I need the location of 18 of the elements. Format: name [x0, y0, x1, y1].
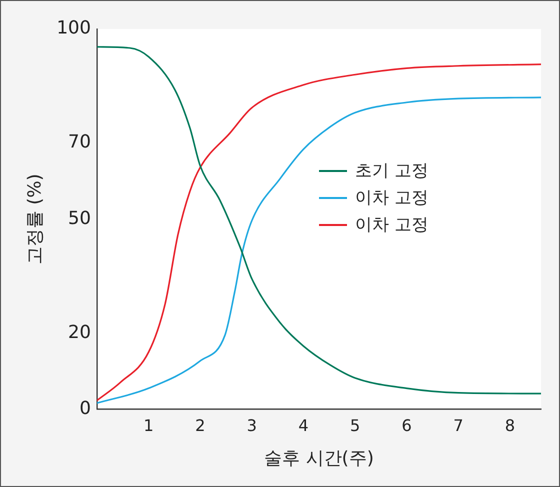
x-tick-label: 2: [195, 416, 206, 435]
y-tick-label: 100: [56, 18, 91, 39]
x-tick-label: 8: [504, 416, 516, 435]
y-tick-label: 70: [68, 132, 91, 153]
x-axis-title: 술후 시간(주): [264, 448, 374, 469]
x-tick-label: 3: [246, 416, 257, 435]
x-tick-label: 5: [350, 416, 360, 435]
y-tick-label: 0: [80, 398, 91, 419]
y-tick-label: 50: [68, 208, 91, 229]
legend-label: 초기 고정: [355, 160, 428, 182]
legend-label: 이차 고정: [355, 214, 428, 236]
x-tick-label: 4: [298, 416, 309, 435]
x-tick-label: 7: [453, 416, 464, 435]
legend-label: 이차 고정: [355, 187, 428, 209]
x-tick-label: 1: [143, 416, 154, 435]
x-tick-label: 6: [402, 416, 412, 435]
y-axis-title: 고정률 (%): [24, 174, 46, 265]
y-tick-label: 20: [68, 322, 91, 343]
